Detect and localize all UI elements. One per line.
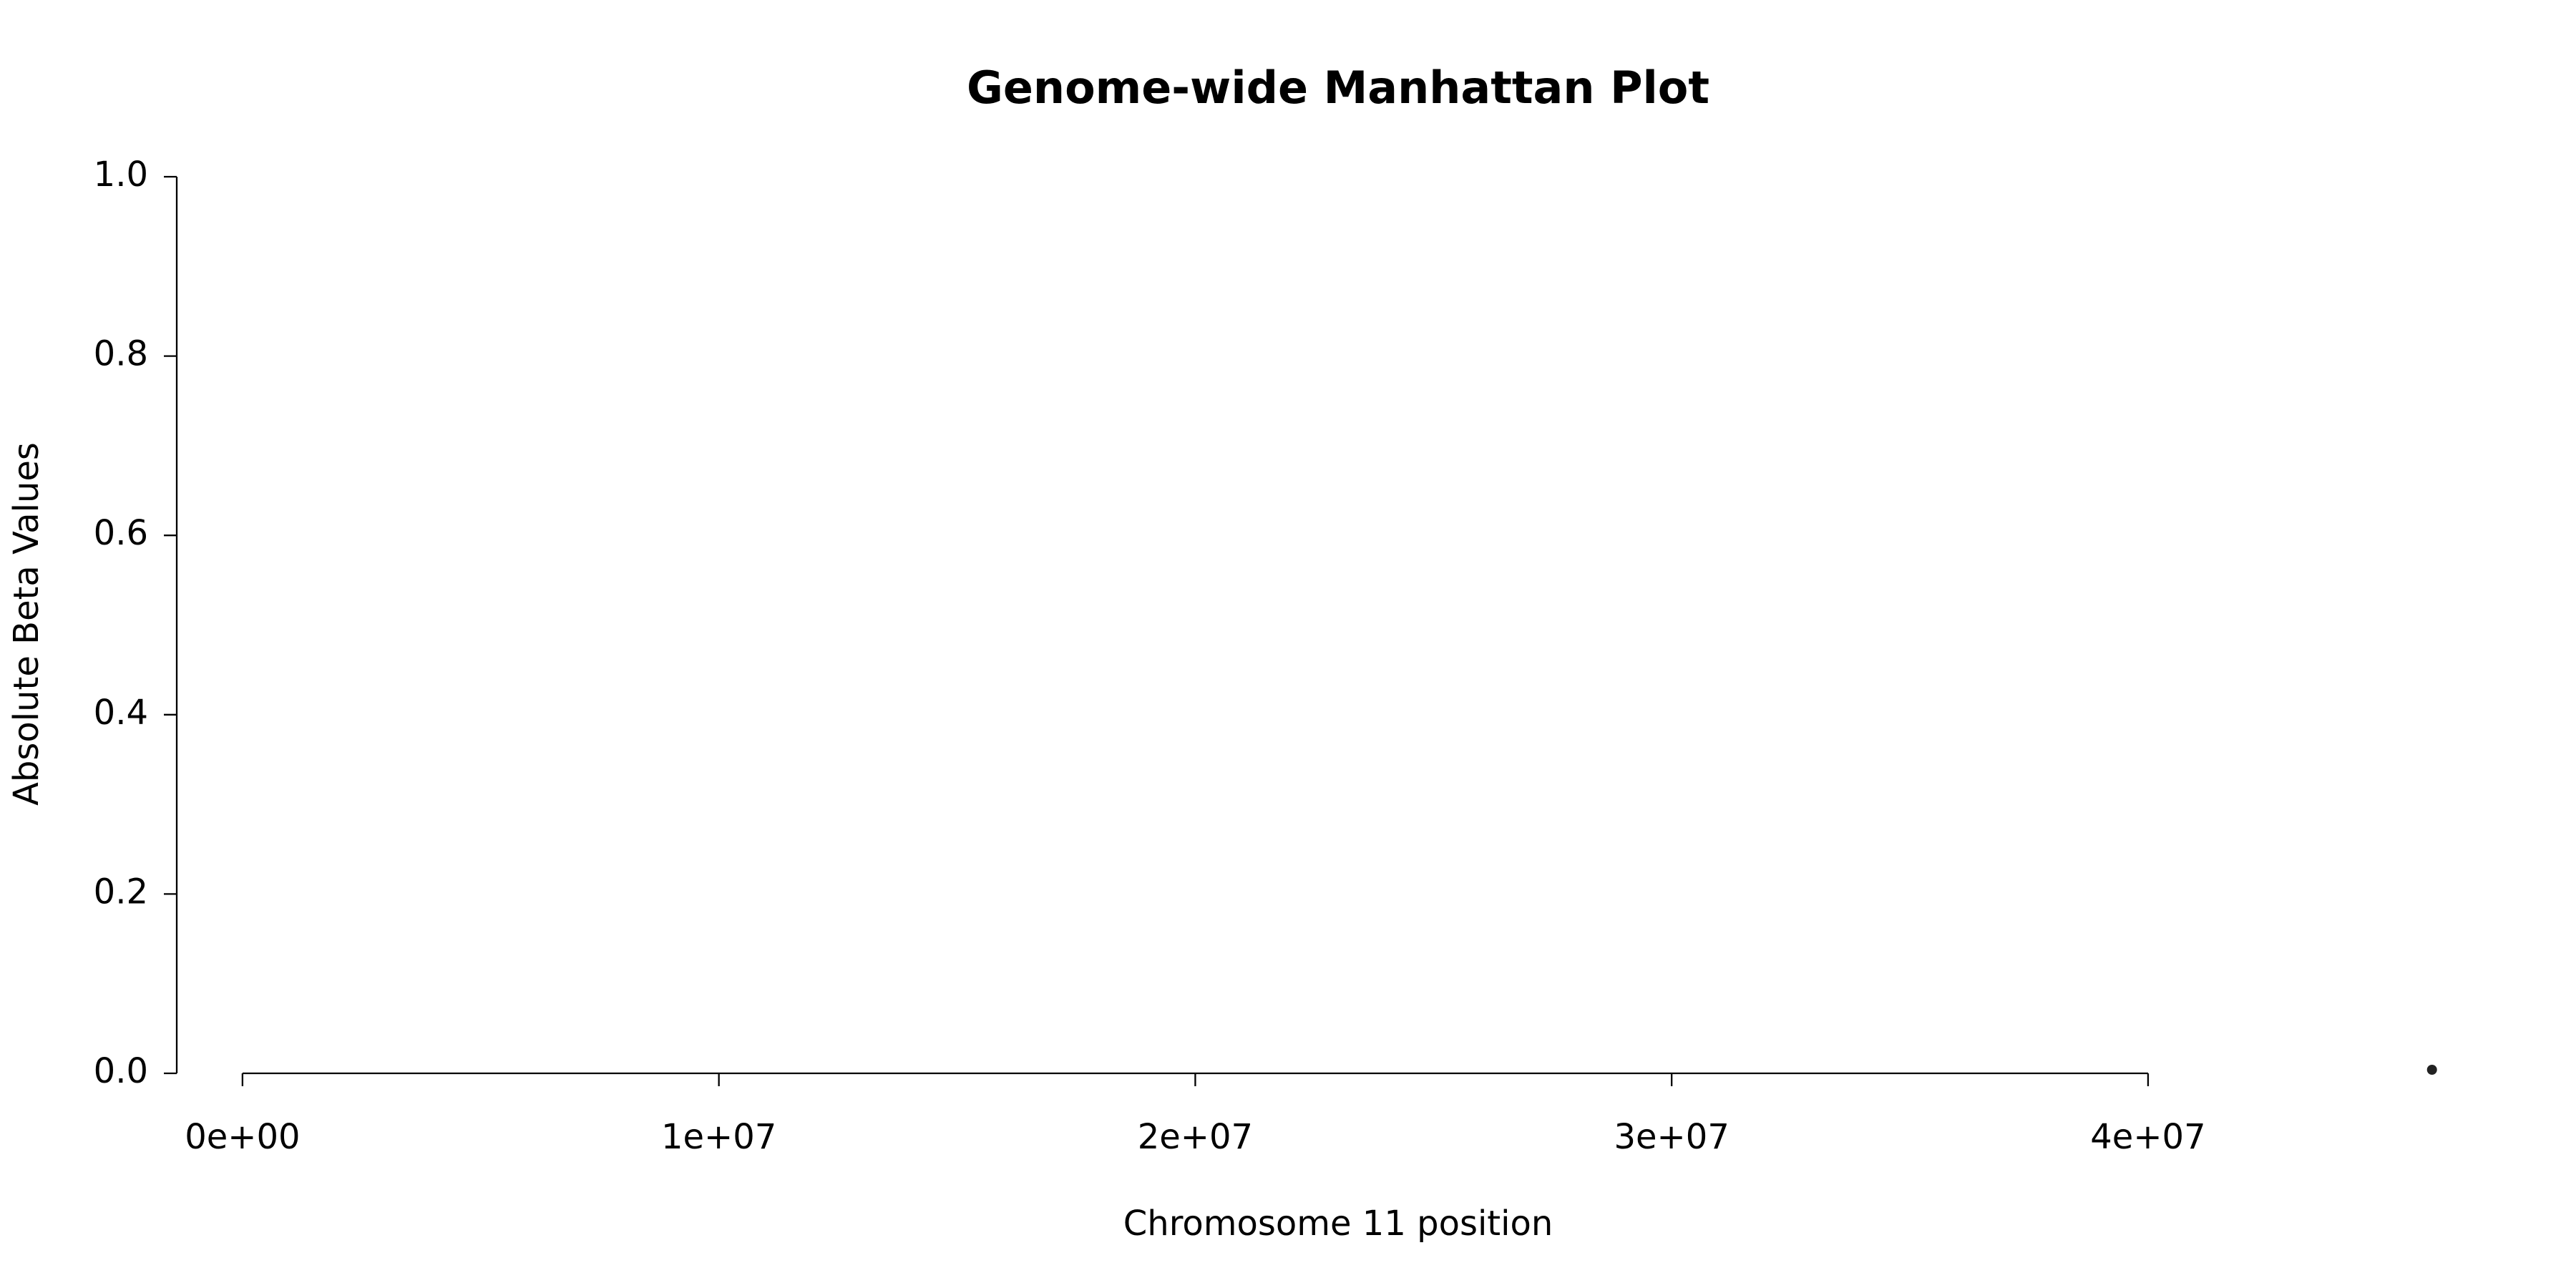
y-tick-label: 0.6 [94, 513, 148, 553]
x-tick-label: 2e+07 [1138, 1117, 1253, 1157]
y-tick-label: 0.0 [94, 1051, 148, 1091]
chart-title: Genome-wide Manhattan Plot [967, 62, 1709, 114]
data-point [2426, 1064, 2437, 1075]
x-tick-label: 1e+07 [661, 1117, 776, 1157]
y-tick-label: 1.0 [94, 155, 148, 195]
y-tick-label: 0.8 [94, 334, 148, 374]
y-tick-label: 0.2 [94, 872, 148, 912]
x-axis-label: Chromosome 11 position [1123, 1204, 1553, 1244]
y-axis-label: Absolute Beta Values [6, 442, 47, 806]
x-tick-label: 3e+07 [1614, 1117, 1729, 1157]
x-tick-label: 0e+00 [185, 1117, 300, 1157]
y-tick-label: 0.4 [94, 693, 148, 733]
x-tick-label: 4e+07 [2090, 1117, 2205, 1157]
